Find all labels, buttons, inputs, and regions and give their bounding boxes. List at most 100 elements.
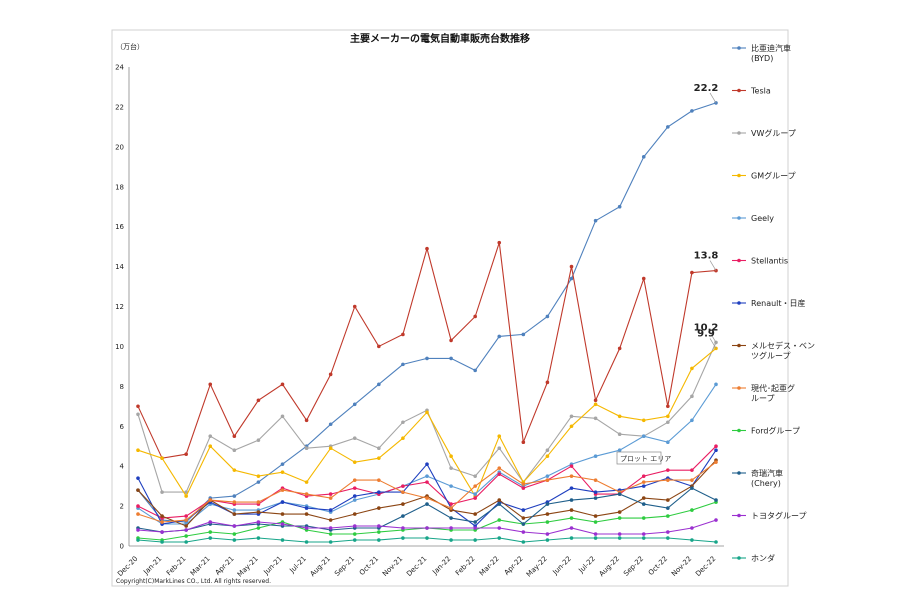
data-point [160,540,164,544]
data-point [473,474,477,478]
data-point [569,264,574,269]
data-point [184,514,188,518]
data-point [449,338,453,343]
legend-entry: 比亜迪汽車(BYD) [751,43,791,63]
data-label: 22.2 [694,83,719,94]
data-point [545,538,550,542]
data-point [352,494,357,498]
tooltip-text: プロット エリア [620,455,671,463]
data-point [666,404,670,409]
data-point [280,470,285,474]
x-tick-label: Jul-22 [577,555,597,575]
data-point [666,125,670,129]
data-point [425,526,429,530]
data-point [377,490,381,494]
data-point [641,496,646,500]
legend-entry: VWグループ [751,128,796,138]
data-point [545,448,550,453]
data-point [280,414,285,419]
data-point [521,516,526,520]
data-point [714,498,718,502]
legend-entry-line: GMグループ [751,171,796,181]
data-point [545,532,550,536]
data-point [425,474,429,478]
data-point [593,398,598,403]
legend-swatch-marker [737,386,741,390]
annotation-leader [709,332,717,343]
data-point [449,526,453,530]
data-point [184,540,188,544]
data-point [425,356,429,361]
data-point [304,512,309,516]
data-point [304,506,309,510]
data-point [232,494,237,498]
data-point [666,478,670,482]
data-point [690,109,694,113]
legend-entry: メルセデス・ベンツグループ [751,341,815,361]
data-point [569,474,574,478]
data-point [569,464,574,468]
legend-swatch-marker [737,258,741,263]
data-point [401,436,405,441]
data-point [280,488,285,492]
data-point [232,434,237,439]
data-point [256,520,261,524]
legend-entry-line: VWグループ [751,128,796,138]
data-point [593,490,598,494]
data-point [136,528,140,532]
x-tick-label: Feb-22 [454,555,477,578]
series-line [137,461,717,523]
y-tick-label: 0 [120,543,124,551]
data-label: 10.2 [694,322,719,333]
y-tick-label: 18 [115,183,124,191]
data-point [136,412,140,417]
data-point [593,454,598,458]
y-tick-label: 12 [115,303,124,311]
data-point [521,530,526,534]
data-point [473,484,477,488]
series-line [137,347,717,498]
data-point [497,498,502,502]
annotation-leader [709,260,717,271]
data-point [641,276,646,281]
data-point [666,468,670,472]
data-point [401,536,405,540]
legend-swatch-marker [737,131,741,135]
legend-entry-line: Geely [751,214,774,223]
data-point [232,468,237,472]
data-point [593,496,598,500]
x-tick-label: Feb-21 [165,555,188,578]
data-point [449,538,453,542]
data-point [160,490,164,494]
data-point [641,418,646,423]
data-point [208,530,213,534]
y-tick-label: 14 [115,263,124,271]
data-point [352,402,357,407]
x-tick-label: May-22 [525,555,549,579]
data-point [352,436,357,441]
data-point [136,476,140,480]
x-tick-label: Sep-22 [622,555,645,578]
legend-swatch-marker [737,556,741,560]
data-point [473,496,477,500]
data-point [352,486,357,490]
data-point [280,500,285,504]
data-point [328,446,333,451]
y-tick-label: 10 [115,343,124,351]
data-point [569,516,574,520]
data-point [666,440,670,445]
data-point [328,532,333,536]
data-point [690,418,694,423]
data-point [401,514,405,518]
legend-entry: Geely [751,214,774,223]
data-point [473,368,477,373]
y-unit-label: （万台） [116,42,144,51]
data-point [280,462,285,466]
data-point [377,538,381,542]
data-point [377,456,381,460]
data-point [136,538,140,542]
data-point [497,434,502,439]
legend-swatch-marker [737,428,741,433]
x-tick-label: Dec-22 [694,555,717,578]
data-point [256,510,261,514]
